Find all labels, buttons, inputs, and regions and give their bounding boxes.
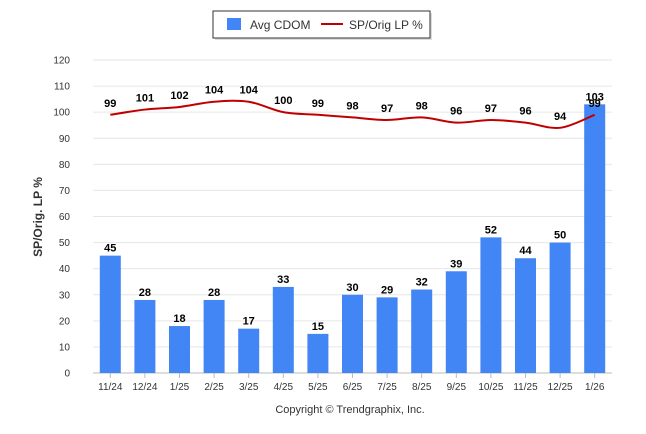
line-value-label: 94 <box>554 111 567 123</box>
line-value-label: 96 <box>519 106 531 118</box>
y-tick-label: 50 <box>59 238 71 249</box>
bar-value-label: 103 <box>586 91 604 103</box>
line-value-label: 97 <box>381 103 393 115</box>
x-tick-label: 11/25 <box>513 382 538 393</box>
line-series <box>110 99 596 130</box>
bar[interactable] <box>584 104 606 373</box>
bar-value-label: 17 <box>243 316 255 328</box>
line-value-label: 98 <box>346 100 358 112</box>
x-tick-label: 11/24 <box>98 382 123 393</box>
bar[interactable] <box>169 326 190 373</box>
bar-value-label: 28 <box>139 287 151 299</box>
line-value-label: 99 <box>104 98 116 110</box>
line-value-label: 102 <box>170 90 188 102</box>
line-value-label: 101 <box>136 93 154 105</box>
bar-data-labels: 45 28 18 28 17 33 15 30 29 32 39 52 44 50 103 <box>104 91 604 333</box>
bar[interactable] <box>99 255 121 373</box>
line-data-labels: 99 101 102 104 104 100 99 98 97 98 96 97 96 94 99 <box>104 85 601 123</box>
y-tick-label: 30 <box>59 290 71 301</box>
line-value-label: 100 <box>274 95 292 107</box>
bar[interactable] <box>376 297 398 373</box>
bar-series <box>99 104 606 373</box>
bar-value-label: 18 <box>173 313 185 325</box>
x-tick-label: 3/25 <box>239 382 259 393</box>
y-axis-ticks: 0 10 20 30 40 50 60 70 80 90 100 110 120 <box>53 56 70 380</box>
bar[interactable] <box>411 289 433 373</box>
x-tick-label: 6/25 <box>343 382 363 393</box>
x-tick-label: 12/24 <box>132 382 157 393</box>
y-tick-label: 20 <box>59 316 71 327</box>
line-value-label: 99 <box>312 98 324 110</box>
x-tick-label: 8/25 <box>412 382 432 393</box>
bar-value-label: 45 <box>104 243 116 255</box>
x-tick-label: 12/25 <box>548 382 573 393</box>
y-tick-label: 110 <box>54 82 70 93</box>
bar[interactable] <box>238 328 260 373</box>
x-axis-ticks: 11/24 12/24 1/25 2/25 3/25 4/25 5/25 6/25 7/25 8/… <box>98 373 605 393</box>
bar[interactable] <box>445 271 467 373</box>
legend-label-avg-cdom[interactable]: Avg CDOM <box>250 18 310 32</box>
line-value-label: 98 <box>416 100 428 112</box>
bar[interactable] <box>480 237 502 373</box>
legend-swatch-avg-cdom <box>227 18 241 30</box>
x-tick-label: 7/25 <box>377 382 397 393</box>
bar[interactable] <box>515 258 536 373</box>
y-tick-label: 60 <box>59 212 71 223</box>
x-tick-label: 2/25 <box>204 382 224 393</box>
bar[interactable] <box>134 299 156 373</box>
line-value-label: 104 <box>240 85 259 97</box>
line-value-label: 97 <box>485 103 497 115</box>
bar-value-label: 32 <box>416 277 428 289</box>
bar[interactable] <box>272 286 294 373</box>
bar-value-label: 39 <box>450 258 462 270</box>
bar-value-label: 50 <box>554 230 566 242</box>
y-tick-label: 70 <box>59 186 71 197</box>
bar[interactable] <box>203 299 225 373</box>
x-tick-label: 1/25 <box>170 382 190 393</box>
bar-value-label: 28 <box>208 287 220 299</box>
y-tick-label: 100 <box>53 108 70 119</box>
line-value-label: 96 <box>450 106 462 118</box>
y-tick-label: 0 <box>64 369 70 380</box>
line-value-label: 104 <box>205 85 224 97</box>
bar-value-label: 44 <box>519 245 532 257</box>
legend-label-sp-orig-lp[interactable]: SP/Orig LP % <box>349 18 423 32</box>
x-tick-label: 4/25 <box>274 382 294 393</box>
copyright-footer: Copyright © Trendgraphix, Inc. <box>275 404 424 416</box>
y-tick-label: 10 <box>59 342 71 353</box>
x-tick-label: 9/25 <box>447 382 467 393</box>
bar-value-label: 33 <box>277 274 289 286</box>
x-tick-label: 1/26 <box>585 382 605 393</box>
y-tick-label: 120 <box>53 56 70 67</box>
line-value-label: 99 <box>589 98 601 110</box>
bar-value-label: 30 <box>346 282 358 294</box>
y-tick-label: 40 <box>59 264 71 275</box>
bar[interactable] <box>549 242 571 373</box>
grid-lines <box>93 59 612 374</box>
bar-value-label: 29 <box>381 284 393 296</box>
bar[interactable] <box>307 333 329 373</box>
y-tick-label: 80 <box>59 160 71 171</box>
line-path[interactable] <box>110 99 596 130</box>
x-tick-label: 10/25 <box>478 382 503 393</box>
legend[interactable]: Avg CDOM SP/Orig LP % <box>212 10 432 40</box>
bar-value-label: 15 <box>312 321 324 333</box>
bar-value-label: 52 <box>485 224 497 236</box>
x-tick-label: 5/25 <box>308 382 328 393</box>
y-tick-label: 90 <box>59 134 71 145</box>
y-axis-title: SP/Orig. LP % <box>31 177 45 257</box>
bar[interactable] <box>342 294 363 373</box>
